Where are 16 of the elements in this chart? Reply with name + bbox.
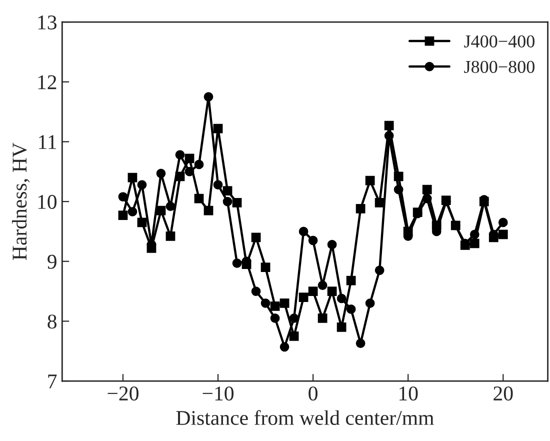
- y-tick-label: 10: [38, 194, 56, 209]
- y-tick-label: 9: [48, 254, 56, 269]
- y-tick-label: 12: [38, 75, 56, 90]
- x-tick-label: 10: [400, 386, 418, 401]
- legend-label: J800−800: [464, 60, 534, 74]
- y-tick-label: 13: [38, 15, 56, 30]
- x-tick-label: −10: [202, 386, 234, 401]
- y-tick-label: 7: [48, 374, 57, 388]
- x-axis-title: Distance from weld center/mm: [176, 410, 434, 425]
- y-tick-label: 8: [48, 314, 56, 329]
- y-tick-label: 11: [39, 135, 56, 149]
- x-tick-label: 20: [494, 386, 513, 401]
- legend-label: J400−400: [464, 35, 534, 48]
- x-tick-label: 0: [308, 386, 318, 401]
- x-tick-label: −20: [108, 386, 138, 401]
- y-axis-title: Hardness, HV: [12, 142, 30, 260]
